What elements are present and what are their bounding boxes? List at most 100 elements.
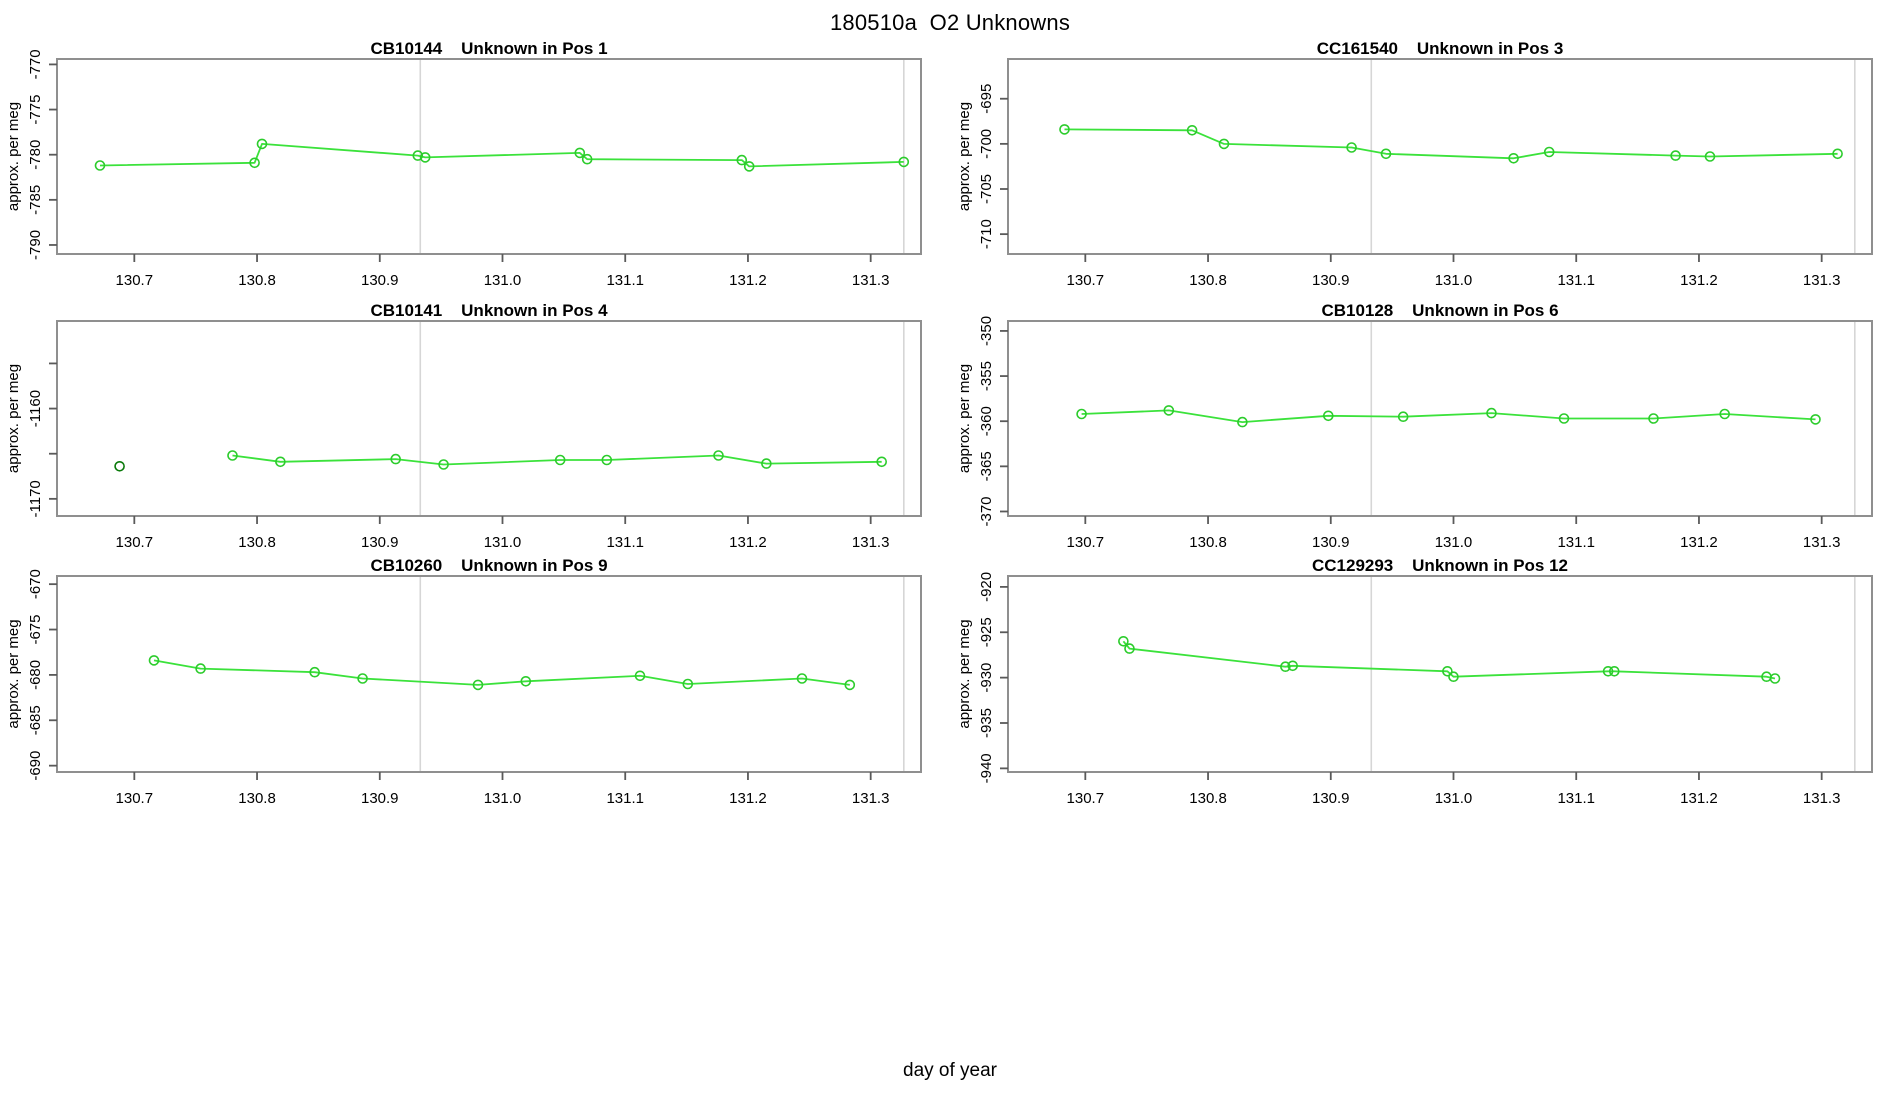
data-point <box>634 670 646 682</box>
data-point <box>761 458 772 469</box>
data-point <box>390 453 402 465</box>
x-tick-label: 130.7 <box>1067 272 1105 289</box>
x-tick-label: 131.2 <box>1680 790 1718 807</box>
data-point <box>94 160 106 171</box>
x-tick-label: 131.2 <box>729 272 767 289</box>
y-axis-label: approx. per meg <box>5 619 22 728</box>
y-tick-label: -1170 <box>27 480 44 517</box>
data-point <box>1558 413 1570 424</box>
data-point <box>256 138 268 150</box>
x-tick-label: 130.9 <box>361 534 399 551</box>
data-point <box>743 161 755 172</box>
data-point <box>438 459 449 470</box>
subplot-title: CB10144 Unknown in Pos 1 <box>370 39 607 58</box>
x-tick-label: 131.2 <box>729 790 767 807</box>
data-point <box>1163 405 1175 416</box>
data-point <box>1076 408 1087 420</box>
data-point <box>1704 151 1716 162</box>
data-point <box>796 673 808 684</box>
x-tick-label: 130.7 <box>1067 534 1105 551</box>
data-point <box>249 157 260 169</box>
data-point <box>520 675 532 687</box>
data-point <box>275 456 286 468</box>
y-tick-label: -930 <box>978 663 995 693</box>
data-point <box>1602 665 1614 677</box>
x-tick-label: 130.7 <box>116 534 154 551</box>
data-point <box>601 454 613 466</box>
y-tick-label: -925 <box>978 617 995 647</box>
x-tick-label: 130.8 <box>238 272 276 289</box>
x-tick-label: 131.1 <box>606 534 644 551</box>
data-point <box>1832 148 1843 160</box>
x-tick-label: 130.8 <box>1189 534 1227 551</box>
x-tick-label: 130.7 <box>1067 790 1105 807</box>
x-tick-label: 131.2 <box>1680 272 1718 289</box>
x-tick-label: 131.1 <box>606 272 644 289</box>
y-tick-label: -940 <box>978 753 995 783</box>
data-point <box>1719 408 1730 420</box>
series-line <box>1081 409 1816 424</box>
x-tick-label: 131.0 <box>1435 790 1473 807</box>
y-tick-label: -695 <box>978 84 995 114</box>
data-point <box>581 153 593 165</box>
data-point <box>844 679 856 691</box>
data-point <box>1769 673 1781 684</box>
subplot-title: CB10128 Unknown in Pos 6 <box>1321 301 1558 320</box>
y-tick-label: -780 <box>27 140 44 170</box>
x-tick-label: 131.3 <box>852 272 890 289</box>
y-tick-label: -700 <box>978 129 995 159</box>
x-tick-label: 130.9 <box>361 790 399 807</box>
plot-frame <box>56 575 922 773</box>
data-point <box>1609 665 1620 677</box>
y-tick-label: -685 <box>27 705 44 735</box>
y-axis-label: approx. per meg <box>956 102 973 211</box>
x-tick-label: 131.1 <box>606 790 644 807</box>
data-point <box>554 454 566 466</box>
subplot-CB10128: CB10128 Unknown in Pos 6 130.7 130.8 130.9 1… <box>956 301 1873 551</box>
x-tick-label: 131.1 <box>1557 790 1595 807</box>
x-tick-label: 130.9 <box>1312 790 1350 807</box>
data-point <box>1059 124 1070 135</box>
y-tick-label: -690 <box>27 751 44 781</box>
x-tick-label: 131.3 <box>1803 534 1841 551</box>
x-tick-label: 131.0 <box>1435 272 1473 289</box>
data-point <box>195 663 206 674</box>
data-point <box>1442 665 1453 677</box>
data-point <box>713 450 724 461</box>
data-point <box>309 666 321 678</box>
data-point <box>1280 661 1291 673</box>
y-tick-label: -370 <box>978 496 995 526</box>
data-point <box>1448 671 1459 683</box>
data-point <box>1670 150 1681 161</box>
y-tick-label: -680 <box>27 660 44 690</box>
data-point <box>1397 411 1409 423</box>
data-point <box>227 450 238 461</box>
plot-frame <box>56 320 922 517</box>
y-tick-label: -675 <box>27 615 44 645</box>
plot-frame <box>56 58 922 255</box>
figure-title: 180510a O2 Unknowns <box>829 10 1071 35</box>
subplot-CC129293: CC129293 Unknown in Pos 12 130.7 130.8 130.… <box>956 556 1873 807</box>
x-tick-label: 131.3 <box>1803 272 1841 289</box>
y-tick-label: -670 <box>27 569 44 599</box>
subplot-CB10144: CB10144 Unknown in Pos 1 130.7 130.8 130.9 1… <box>5 39 922 289</box>
data-point <box>357 673 368 684</box>
x-axis-shared-label: day of year <box>903 1060 997 1081</box>
x-tick-label: 130.8 <box>238 534 276 551</box>
x-tick-label: 131.3 <box>852 534 890 551</box>
series-line <box>232 454 882 466</box>
data-point <box>1346 142 1357 153</box>
plot-frame <box>1007 575 1873 773</box>
y-tick-label: -350 <box>978 316 995 346</box>
subplot-title: CC161540 Unknown in Pos 3 <box>1317 39 1564 58</box>
x-tick-label: 130.7 <box>116 272 154 289</box>
data-point <box>1186 125 1198 136</box>
subplot-title: CB10141 Unknown in Pos 4 <box>370 301 608 320</box>
x-tick-label: 131.2 <box>729 534 767 551</box>
subplot-CB10141: CB10141 Unknown in Pos 4 130.7 130.8 130.9 1… <box>5 301 922 551</box>
data-point <box>1508 153 1519 164</box>
data-point <box>1543 146 1555 158</box>
y-axis-label: approx. per meg <box>956 619 973 728</box>
y-axis-label: approx. per meg <box>956 364 973 473</box>
series-line <box>153 659 850 686</box>
